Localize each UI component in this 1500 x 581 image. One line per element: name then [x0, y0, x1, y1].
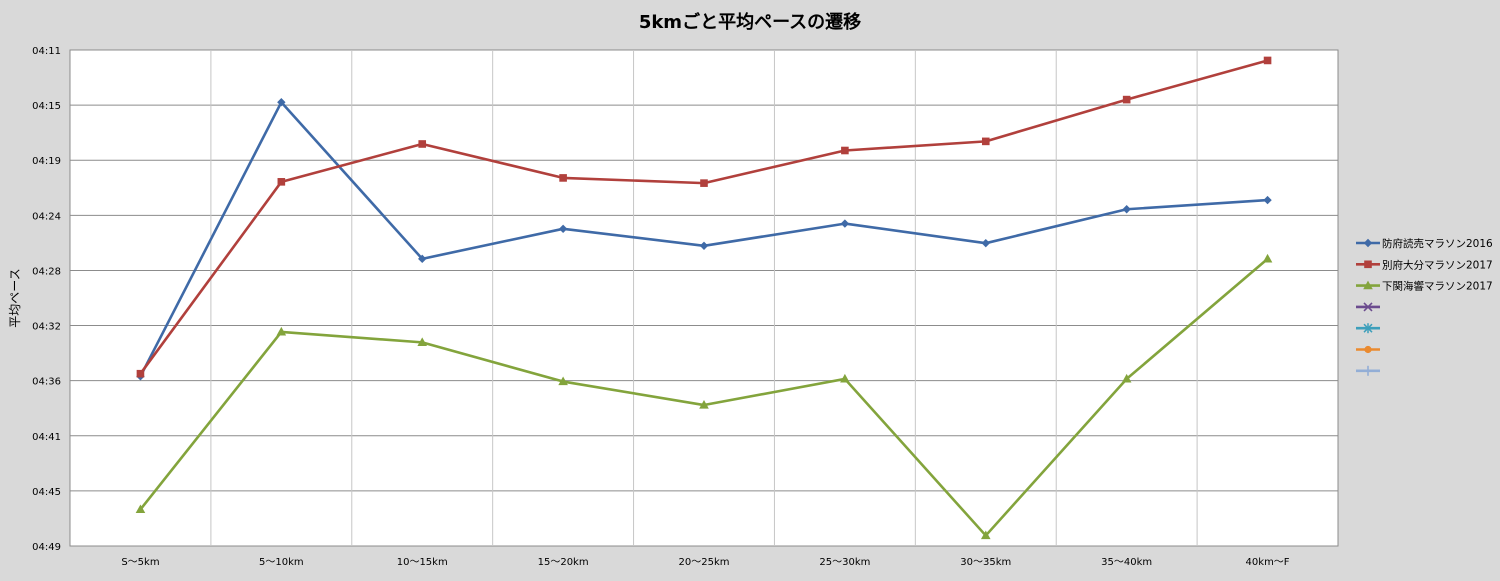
legend-label: 別府大分マラソン2017: [1382, 258, 1493, 271]
y-tick-label: 04:49: [32, 542, 61, 553]
data-point: [276, 326, 287, 336]
series-2: [136, 56, 1272, 378]
legend-swatch-marker: [1363, 302, 1373, 312]
data-point: [135, 504, 146, 514]
x-tick-label: 20〜25km: [679, 557, 730, 568]
y-tick-label: 04:28: [32, 266, 61, 277]
y-tick-label: 04:24: [32, 211, 61, 222]
data-point: [1263, 195, 1272, 205]
data-point: [277, 178, 286, 186]
data-point: [418, 254, 427, 264]
legend-item: [1356, 365, 1380, 376]
legend-swatch-marker: [1363, 323, 1373, 334]
legend-swatch-marker: [1363, 238, 1373, 248]
y-axis-label: 平均ペース: [8, 268, 22, 327]
legend-item: 防府読売マラソン2016: [1356, 237, 1493, 250]
data-point: [277, 98, 286, 107]
legend-swatch-marker: [1364, 260, 1372, 269]
plot-area: [69, 49, 1339, 547]
legend: 防府読売マラソン2016 別府大分マラソン2017 下関海響マラソン2017: [1356, 237, 1493, 376]
x-tick-label: 10〜15km: [397, 557, 448, 568]
x-tick-label: 30〜35km: [960, 557, 1011, 568]
data-point: [418, 140, 427, 148]
data-point: [558, 224, 568, 234]
legend-item: [1356, 345, 1380, 354]
data-point: [1122, 95, 1131, 104]
legend-item: 別府大分マラソン2017: [1356, 258, 1493, 271]
y-tick-label: 04:11: [32, 46, 61, 57]
data-point: [981, 137, 990, 146]
data-point: [840, 373, 850, 383]
data-point: [1262, 253, 1273, 263]
data-point: [700, 179, 708, 187]
x-tick-label: 40km〜F: [1246, 557, 1290, 568]
y-axis-ticks: 04:11 04:15 04:19 04:24 04:28 04:32 04:36 04:41…: [32, 46, 61, 553]
series-layer: [135, 56, 1273, 540]
series-3: [135, 253, 1273, 540]
y-tick-label: 04:32: [32, 322, 61, 333]
data-point: [840, 219, 850, 228]
data-point: [558, 376, 568, 386]
x-tick-label: 5〜10km: [259, 557, 304, 568]
legend-item: [1356, 323, 1380, 334]
legend-swatch-marker: [1363, 280, 1373, 290]
legend-swatch-marker: [1363, 365, 1373, 376]
data-point: [980, 530, 991, 540]
data-point: [136, 369, 145, 378]
series-1: [136, 98, 1272, 381]
y-tick-label: 04:45: [32, 487, 61, 498]
y-tick-label: 04:19: [32, 156, 61, 167]
x-tick-label: 15〜20km: [538, 557, 589, 568]
legend-item: 下関海響マラソン2017: [1356, 280, 1493, 293]
data-point: [417, 337, 428, 346]
x-tick-label: S〜5km: [121, 557, 159, 568]
y-tick-label: 04:41: [32, 432, 61, 443]
x-tick-label: 35〜40km: [1101, 557, 1152, 568]
data-point: [699, 400, 709, 409]
legend-swatch-marker: [1364, 345, 1372, 354]
chart-title: 5kmごと平均ペースの遷移: [639, 11, 861, 33]
data-point: [841, 146, 849, 155]
marker-stroke: [1363, 302, 1373, 312]
data-point: [559, 174, 567, 182]
x-axis-ticks: S〜5km 5〜10km 10〜15km 15〜20km 20〜25km 25〜30km 3…: [121, 557, 1289, 568]
y-tick-label: 04:15: [32, 101, 61, 112]
legend-label: 下関海響マラソン2017: [1382, 280, 1493, 293]
data-point: [981, 238, 990, 248]
y-tick-label: 04:36: [32, 377, 61, 388]
legend-item: [1356, 302, 1380, 312]
legend-label: 防府読売マラソン2016: [1382, 237, 1493, 250]
x-tick-label: 25〜30km: [819, 557, 870, 568]
data-point: [1121, 373, 1132, 383]
data-point: [1263, 56, 1272, 65]
gridlines: [70, 50, 1338, 546]
data-point: [699, 241, 709, 250]
data-point: [1122, 205, 1131, 214]
